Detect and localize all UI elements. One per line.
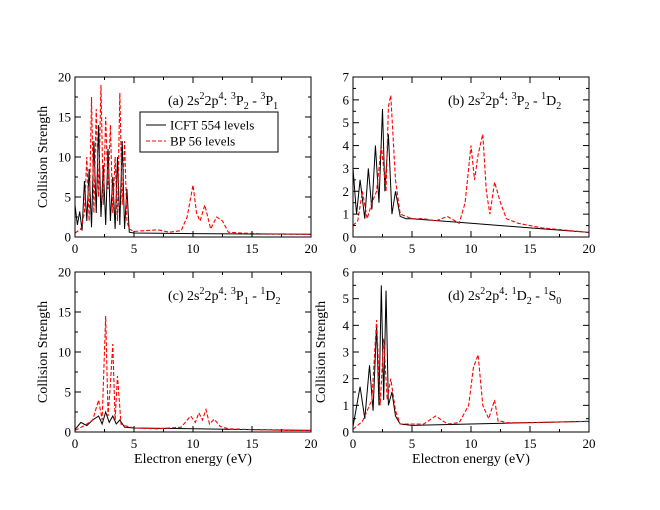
x-tick-label: 20 <box>583 241 596 256</box>
y-tick-label: 1 <box>343 207 350 222</box>
x-tick-label: 20 <box>305 241 318 256</box>
panel-a: 0 5 10 15 20 0 5 10 15 20 Collision Strength (a) 2s… <box>36 70 318 257</box>
series-bp-line-panel-a <box>75 84 311 235</box>
y-tick-label: 0 <box>343 425 350 440</box>
y-tick-label: 10 <box>58 150 71 165</box>
y-tick-label: 4 <box>343 138 350 153</box>
y-tick-label: 4 <box>343 318 350 333</box>
panel-d: 0 5 10 15 20 0 1 2 3 4 5 6 Collision Strength Electro… <box>314 265 596 468</box>
legend-box <box>139 111 279 153</box>
y-tick-label: 2 <box>343 184 350 199</box>
x-axis-title: Electron energy (eV) <box>412 452 530 467</box>
x-tick-label: 0 <box>72 436 79 451</box>
y-tick-label: 5 <box>65 385 72 400</box>
x-tick-label: 15 <box>246 436 259 451</box>
x-tick-label: 20 <box>583 436 596 451</box>
y-tick-label: 6 <box>343 92 350 107</box>
panel-annotation-b: (b) 2s22p4: 3P2 - 1D2 <box>448 91 561 112</box>
y-tick-label: 6 <box>343 265 350 280</box>
y-axis-title: Collision Strength <box>36 106 51 208</box>
y-tick-label: 10 <box>58 345 71 360</box>
series-icft-line-panel-b <box>353 108 589 233</box>
panel-c: 0 5 10 15 20 0 5 10 15 20 Collision Strength Electr… <box>36 265 318 468</box>
y-tick-label: 0 <box>65 230 72 245</box>
y-tick-label: 3 <box>343 345 350 360</box>
series-bp-line-panel-d <box>353 319 589 430</box>
x-tick-label: 15 <box>246 241 259 256</box>
y-tick-label: 5 <box>343 115 350 130</box>
y-tick-label: 3 <box>343 161 350 176</box>
x-tick-label: 5 <box>409 241 416 256</box>
panel-annotation-c: (c) 2s22p4: 3P1 - 1D2 <box>168 286 280 307</box>
y-tick-label: 0 <box>65 425 72 440</box>
x-tick-label: 5 <box>409 436 416 451</box>
x-tick-label: 10 <box>465 241 478 256</box>
x-tick-label: 10 <box>187 436 200 451</box>
panel-b: 0 5 10 15 20 0 1 2 3 4 5 6 7 (b) 2s22p4: 3P2 - 1D2 <box>343 70 596 257</box>
series-icft-line-panel-d <box>353 285 589 427</box>
x-tick-label: 10 <box>465 436 478 451</box>
y-tick-label: 1 <box>343 398 350 413</box>
y-tick-label: 7 <box>343 70 350 85</box>
y-tick-label: 5 <box>65 190 72 205</box>
x-tick-label: 15 <box>524 241 537 256</box>
x-tick-label: 15 <box>524 436 537 451</box>
x-tick-label: 5 <box>131 241 138 256</box>
y-tick-label: 20 <box>58 265 71 280</box>
x-tick-label: 0 <box>72 241 79 256</box>
x-tick-label: 10 <box>187 241 200 256</box>
panel-annotation-d: (d) 2s22p4: 1D2 - 1S0 <box>448 286 561 307</box>
y-tick-label: 2 <box>343 371 350 386</box>
y-axis-title: Collision Strength <box>314 301 329 403</box>
y-tick-label: 15 <box>58 110 71 125</box>
y-axis-title: Collision Strength <box>36 301 51 403</box>
series-icft-line-panel-a <box>75 124 311 235</box>
series-bp-line-panel-c <box>75 315 311 431</box>
y-tick-label: 15 <box>58 305 71 320</box>
panel-annotation-a: (a) 2s22p4: 3P2 - 3P1 <box>168 91 278 112</box>
x-tick-label: 5 <box>131 436 138 451</box>
x-tick-label: 20 <box>305 436 318 451</box>
y-tick-label: 5 <box>343 291 350 306</box>
legend-label-0: ICFT 554 levels <box>170 118 254 133</box>
y-tick-label: 20 <box>58 70 71 85</box>
x-tick-label: 0 <box>350 436 357 451</box>
series-bp-line-panel-b <box>353 95 589 233</box>
x-axis-title: Electron energy (eV) <box>134 452 252 467</box>
x-tick-label: 0 <box>350 241 357 256</box>
y-tick-label: 0 <box>343 230 350 245</box>
legend-label-1: BP 56 levels <box>170 134 235 149</box>
